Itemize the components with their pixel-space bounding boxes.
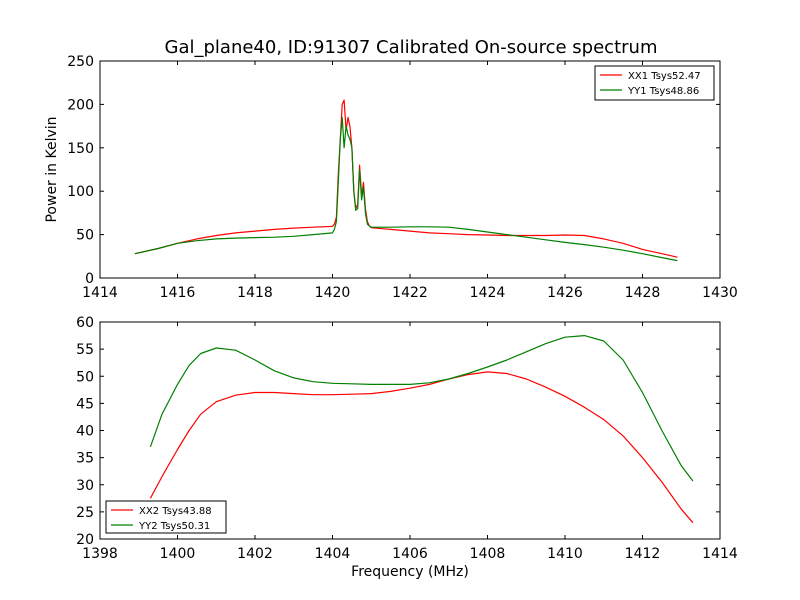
y-tick-label: 100 — [67, 184, 94, 200]
y-tick-label: 50 — [76, 369, 94, 385]
y-tick-label: 25 — [76, 505, 94, 521]
x-tick-label: 1416 — [160, 285, 196, 301]
x-tick-label: 1398 — [82, 546, 118, 562]
legend-box — [105, 500, 227, 534]
x-tick-label: 1406 — [392, 546, 428, 562]
y-tick-label: 250 — [67, 54, 94, 70]
y-axis-label: Power in Kelvin — [44, 116, 60, 222]
bottom-plot: 1398 1400 1402 1404 1406 1408 1410 1412 1414 20 25… — [76, 315, 738, 580]
x-tick-label: 1420 — [315, 285, 351, 301]
legend-box — [594, 65, 715, 101]
y-tick-label: 35 — [76, 451, 94, 467]
series-line-2 — [134, 116, 678, 262]
y-tick-label: 40 — [76, 424, 94, 440]
legend-label: XX2 Tsys43.88 — [139, 506, 212, 517]
x-tick-label: 1400 — [160, 546, 196, 562]
series-line-2 — [149, 335, 694, 482]
legend-label: YY2 Tsys50.31 — [138, 521, 210, 532]
x-tick-label: 1412 — [625, 546, 661, 562]
x-tick-label: 1428 — [625, 285, 661, 301]
x-tick-label: 1408 — [470, 546, 506, 562]
legend-label: YY1 Tsys48.86 — [627, 86, 699, 97]
x-tick-label: 1402 — [237, 546, 273, 562]
x-tick-label: 1430 — [702, 285, 738, 301]
y-tick-label: 200 — [67, 97, 94, 113]
x-axis-label: Frequency (MHz) — [351, 564, 469, 580]
legend: XX1 Tsys52.47 YY1 Tsys48.86 — [594, 65, 715, 101]
series-line-1 — [149, 371, 694, 524]
chart-title: Gal_plane40, ID:91307 Calibrated On-sour… — [165, 37, 658, 58]
legend: XX2 Tsys43.88 YY2 Tsys50.31 — [105, 500, 227, 534]
x-tick-label: 1418 — [237, 285, 273, 301]
y-tick-label: 50 — [76, 228, 94, 244]
x-tick-label: 1414 — [82, 285, 118, 301]
top-plot: 1414 1416 1418 1420 1422 1424 1426 1428 1430 0 50 1… — [44, 54, 738, 301]
x-tick-label: 1414 — [702, 546, 738, 562]
y-tick-label: 55 — [76, 342, 94, 358]
x-tick-label: 1422 — [392, 285, 428, 301]
y-tick-label: 20 — [76, 532, 94, 548]
legend-label: XX1 Tsys52.47 — [628, 71, 701, 82]
x-tick-label: 1424 — [470, 285, 506, 301]
y-tick-label: 30 — [76, 478, 94, 494]
y-tick-label: 60 — [76, 315, 94, 331]
y-tick-label: 0 — [85, 271, 94, 287]
x-tick-label: 1404 — [315, 546, 351, 562]
series-line-1 — [134, 99, 678, 258]
x-tick-label: 1410 — [547, 546, 583, 562]
y-tick-label: 45 — [76, 396, 94, 412]
x-tick-label: 1426 — [547, 285, 583, 301]
y-tick-label: 150 — [67, 141, 94, 157]
